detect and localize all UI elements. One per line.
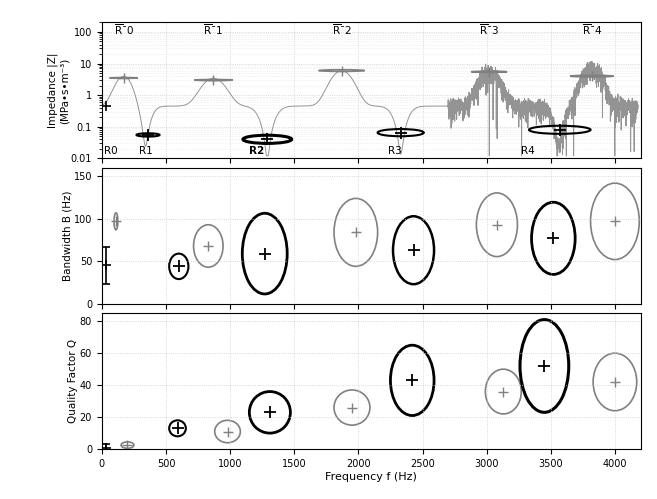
Text: R2: R2 (250, 146, 265, 156)
Y-axis label: Bandwidth B (Hz): Bandwidth B (Hz) (62, 191, 72, 281)
Text: R4: R4 (521, 146, 535, 156)
X-axis label: Frequency f (Hz): Frequency f (Hz) (325, 472, 417, 482)
Y-axis label: Quality Factor Q: Quality Factor Q (68, 339, 78, 423)
Text: $\overline{\mathrm{R}}$¯1: $\overline{\mathrm{R}}$¯1 (204, 22, 223, 37)
Text: R1: R1 (139, 146, 153, 156)
Text: R0: R0 (104, 146, 118, 156)
Y-axis label: Impedance |Z|
(MPa•s•m⁻³): Impedance |Z| (MPa•s•m⁻³) (47, 52, 70, 128)
Text: $\overline{\mathrm{R}}$¯4: $\overline{\mathrm{R}}$¯4 (581, 22, 602, 37)
Text: R3: R3 (388, 146, 401, 156)
Text: $\overline{\mathrm{R}}$¯3: $\overline{\mathrm{R}}$¯3 (479, 22, 499, 37)
Text: $\overline{\mathrm{R}}$¯0: $\overline{\mathrm{R}}$¯0 (114, 22, 134, 37)
Text: $\overline{\mathrm{R}}$¯2: $\overline{\mathrm{R}}$¯2 (332, 22, 351, 37)
